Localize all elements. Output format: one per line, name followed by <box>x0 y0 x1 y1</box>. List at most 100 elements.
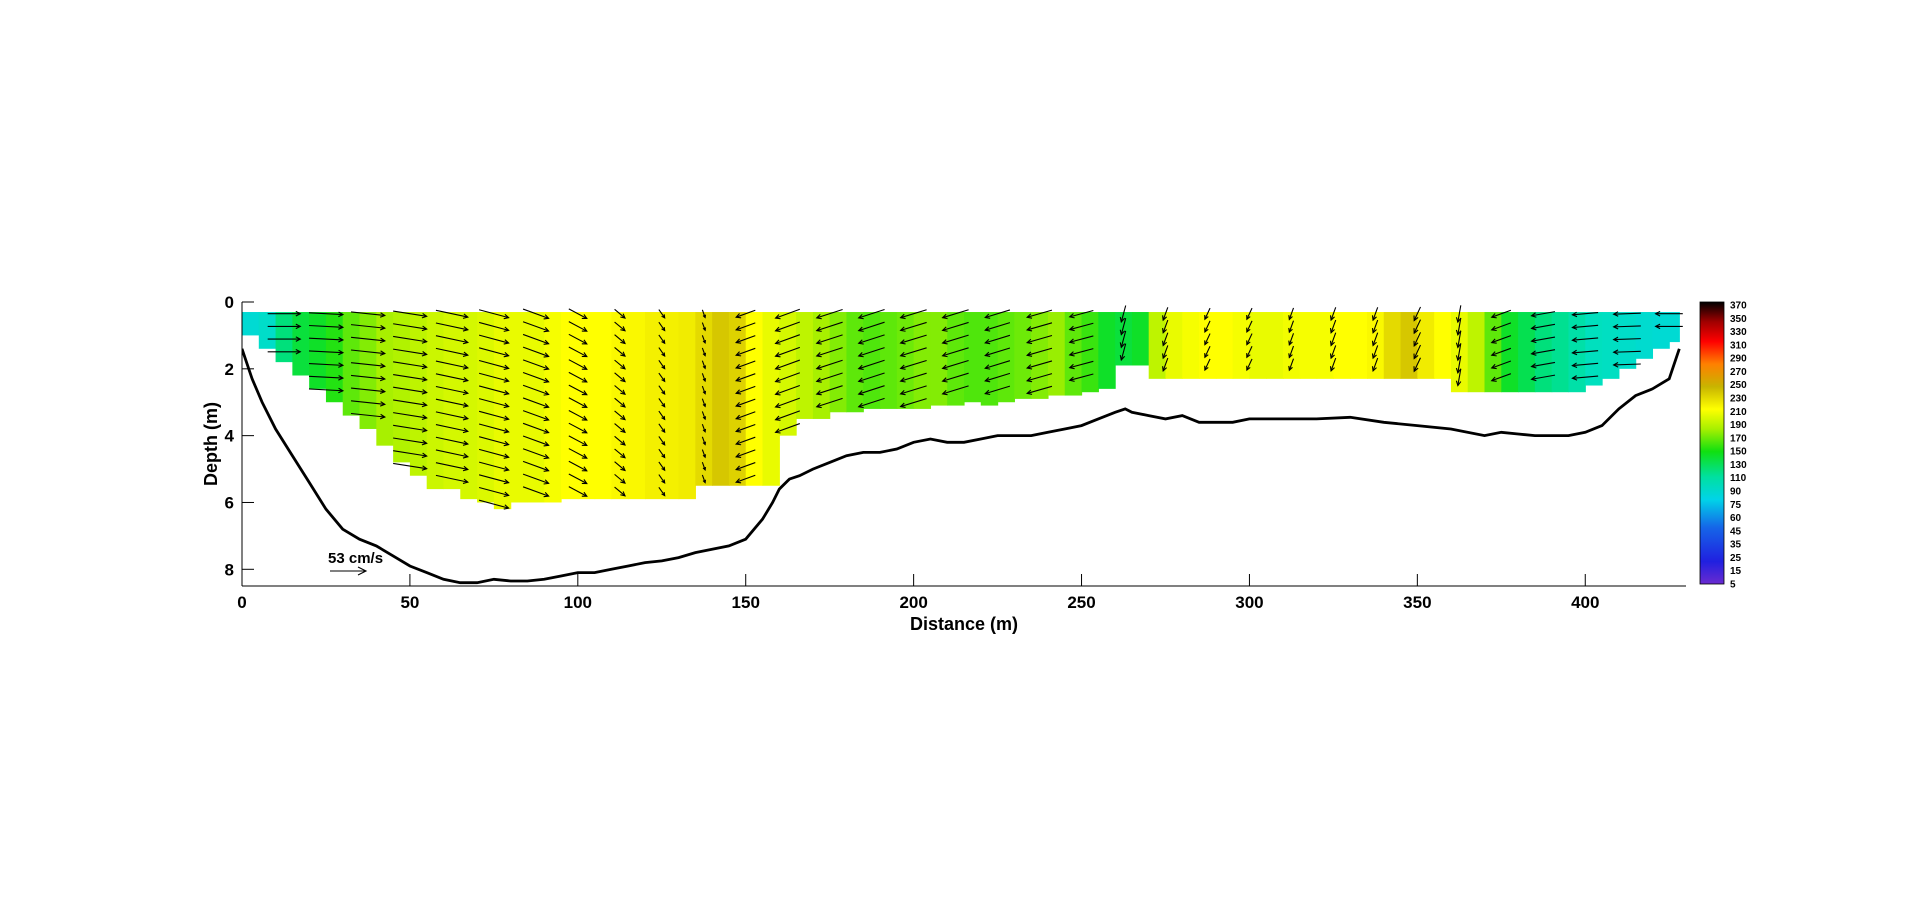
velocity-arrow <box>435 360 470 370</box>
velocity-arrow <box>984 322 1011 332</box>
velocity-arrow <box>815 308 843 320</box>
velocity-arrow <box>267 310 302 317</box>
colorbar-tick-label: 110 <box>1730 473 1747 484</box>
velocity-arrow <box>735 309 756 319</box>
velocity-arrow <box>735 335 756 344</box>
velocity-arrow <box>735 360 756 370</box>
x-axis-ticks: 0 50 100 150 200 250 300 350 400 <box>237 574 1599 612</box>
heatmap-cell <box>1669 312 1680 343</box>
velocity-arrow <box>614 448 626 459</box>
velocity-arrow <box>984 360 1011 370</box>
velocity-arrow <box>393 361 428 370</box>
heatmap-cell <box>695 312 713 486</box>
velocity-arrow <box>435 424 470 434</box>
velocity-arrow <box>435 335 470 345</box>
velocity-arrow <box>1571 324 1599 330</box>
heatmap-cell <box>1131 312 1150 366</box>
heatmap-cell <box>1484 312 1502 393</box>
y-axis-title: Depth (m) <box>201 402 221 486</box>
velocity-arrow <box>522 460 550 472</box>
velocity-arrow <box>941 359 969 370</box>
velocity-arrow <box>735 385 756 395</box>
velocity-arrow <box>308 349 345 356</box>
velocity-arrow <box>899 385 927 396</box>
colorbar-tick-label: 190 <box>1730 420 1747 431</box>
heatmap-cell <box>309 312 327 389</box>
x-axis-title: Distance (m) <box>910 614 1018 634</box>
velocity-arrow <box>857 372 885 383</box>
velocity-arrow <box>393 462 428 471</box>
velocity-arrow <box>568 397 588 408</box>
velocity-arrow <box>568 308 588 320</box>
velocity-arrow <box>899 334 927 345</box>
velocity-arrow <box>701 474 707 484</box>
heatmap-cell <box>493 312 512 510</box>
y-tick-label: 4 <box>225 427 235 446</box>
velocity-arrow <box>350 362 387 369</box>
velocity-arrow <box>568 409 588 421</box>
velocity-arrow <box>658 436 666 446</box>
velocity-arrow <box>658 309 666 319</box>
velocity-arrow <box>658 321 666 332</box>
heatmap-cell <box>426 312 445 490</box>
velocity-arrow <box>614 334 626 345</box>
velocity-arrow <box>614 435 626 446</box>
colorbar-tick-label: 5 <box>1730 580 1736 591</box>
velocity-arrow <box>1119 343 1127 362</box>
velocity-arrow <box>614 461 626 472</box>
velocity-arrow <box>1612 349 1641 355</box>
velocity-arrow <box>658 385 666 396</box>
velocity-arrow <box>815 347 843 358</box>
velocity-arrow <box>267 349 302 355</box>
velocity-arrow <box>522 422 550 434</box>
velocity-arrow <box>435 436 470 446</box>
velocity-arrow <box>393 323 428 332</box>
heatmap-cell <box>1316 312 1334 379</box>
velocity-arrow <box>701 309 707 319</box>
x-tick-label: 200 <box>899 593 927 612</box>
velocity-arrow <box>350 374 387 382</box>
velocity-arrow <box>522 333 550 345</box>
y-tick-label: 0 <box>225 293 234 312</box>
velocity-arrow <box>857 321 885 332</box>
velocity-arrow <box>1246 358 1253 372</box>
heatmap-cell <box>292 312 310 376</box>
velocity-arrow <box>568 486 588 497</box>
heatmap-cell <box>359 312 377 429</box>
heatmap-cell <box>1148 312 1167 379</box>
velocity-arrow <box>1288 333 1295 346</box>
velocity-arrow <box>350 400 387 407</box>
velocity-arrow <box>1329 307 1337 322</box>
velocity-arrow <box>701 462 707 472</box>
velocity-arrow <box>478 309 510 320</box>
velocity-arrow <box>984 385 1011 396</box>
velocity-arrow <box>701 360 707 370</box>
velocity-scale-arrow: 53 cm/s <box>328 550 383 576</box>
velocity-arrow <box>1654 323 1683 330</box>
heatmap-cell <box>1283 312 1301 379</box>
colorbar-tick-label: 250 <box>1730 380 1747 391</box>
velocity-arrow <box>308 375 345 381</box>
velocity-arrow <box>568 384 588 396</box>
velocity-arrow <box>568 422 588 434</box>
heatmap-cell <box>1518 312 1536 393</box>
velocity-arrow <box>701 411 707 421</box>
velocity-arrow <box>941 334 969 345</box>
colorbar-tick-label: 45 <box>1730 526 1742 537</box>
scale-arrow-icon <box>330 566 368 576</box>
velocity-arrow <box>522 321 550 333</box>
velocity-arrow <box>522 448 550 460</box>
velocity-arrow <box>1455 356 1462 375</box>
heatmap-cell <box>712 312 730 486</box>
velocity-arrow <box>614 321 626 332</box>
velocity-arrow <box>815 372 843 383</box>
velocity-arrow <box>1455 330 1462 349</box>
velocity-arrow <box>308 387 345 394</box>
velocity-arrow <box>435 347 470 357</box>
heatmap-cell <box>561 312 579 500</box>
velocity-arrow <box>435 474 470 484</box>
velocity-arrow <box>478 499 510 510</box>
velocity-arrow <box>1571 362 1599 368</box>
heatmap-cell <box>275 312 293 363</box>
velocity-arrow <box>568 448 588 459</box>
